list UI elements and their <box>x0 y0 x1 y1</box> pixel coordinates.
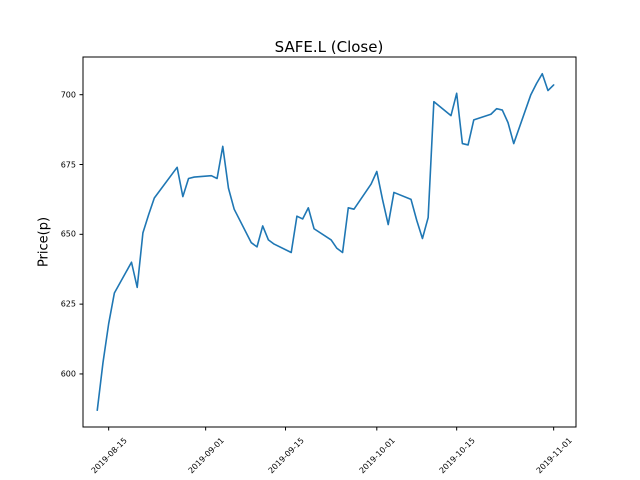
axes-spines <box>82 56 577 428</box>
y-axis-label: Price(p) <box>36 216 52 268</box>
chart-title: SAFE.L (Close) <box>274 38 384 56</box>
price-line <box>96 72 555 412</box>
